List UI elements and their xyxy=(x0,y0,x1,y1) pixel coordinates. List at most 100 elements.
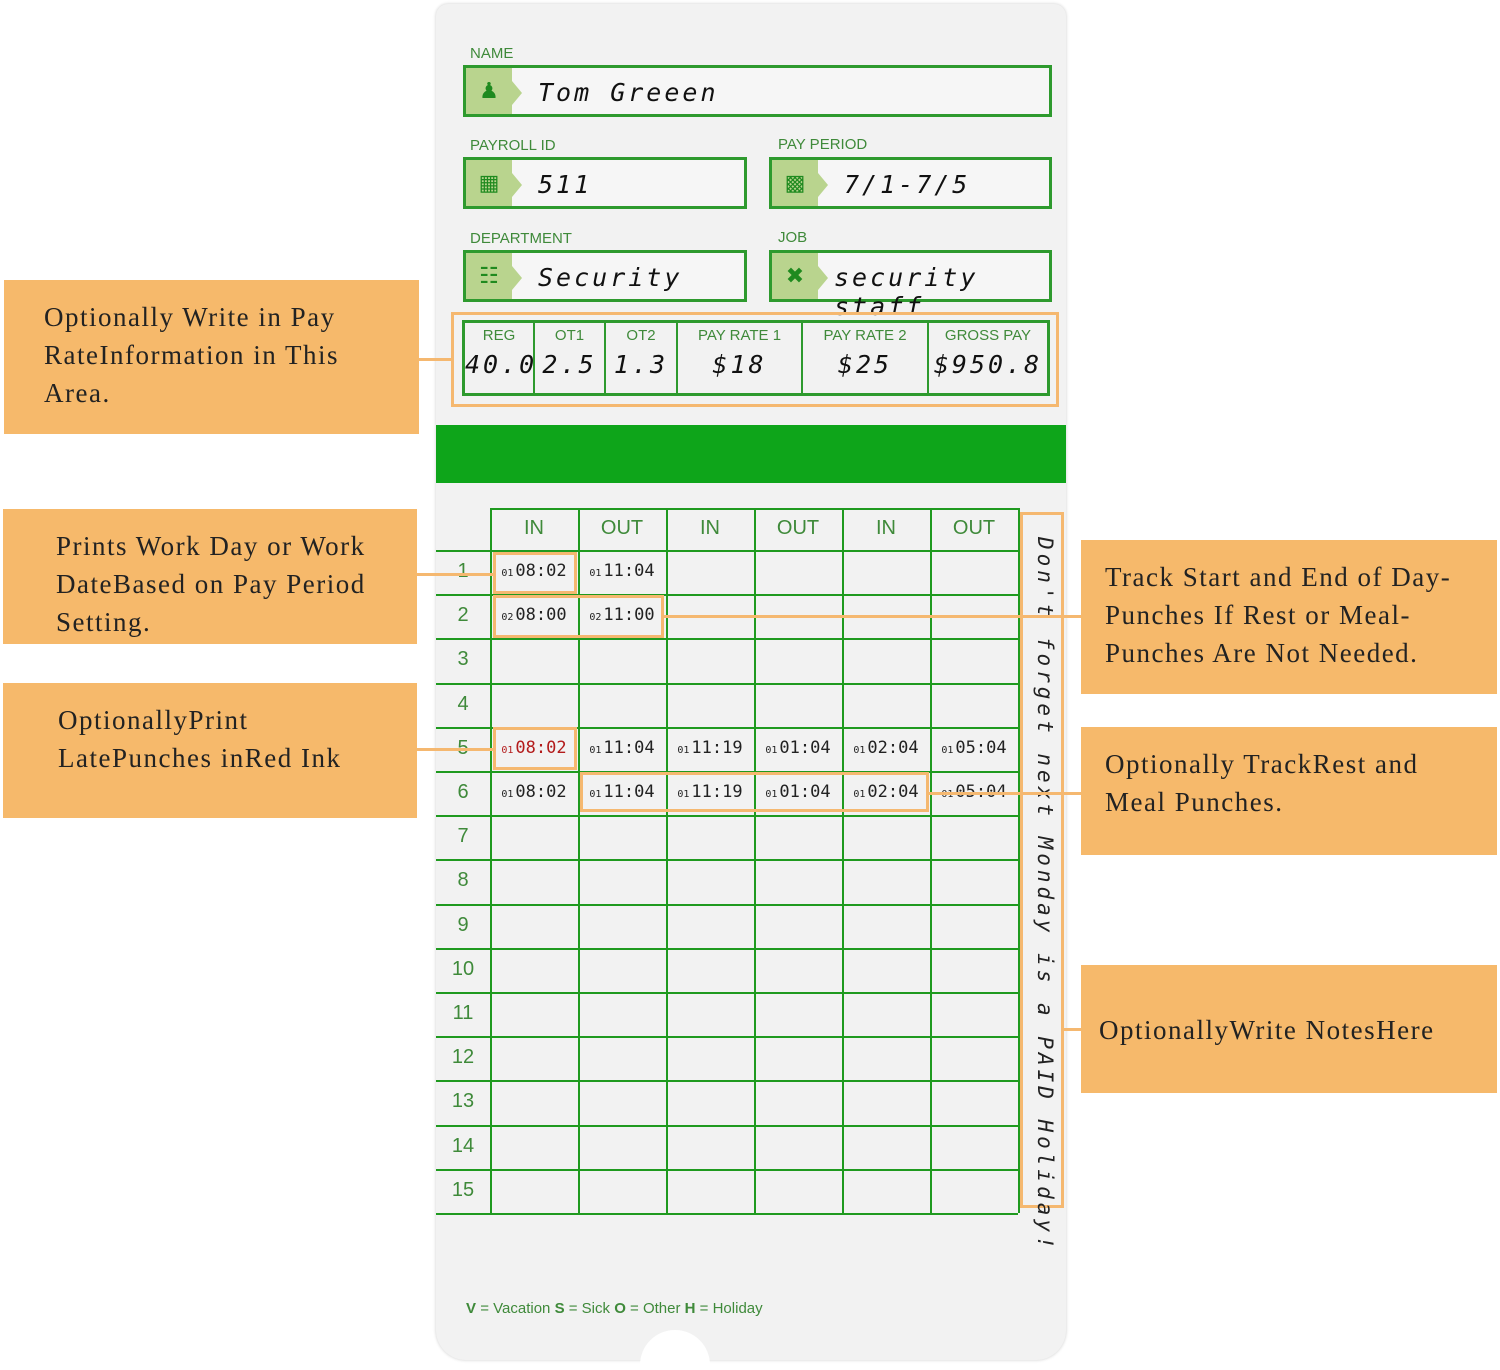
row-number: 14 xyxy=(451,1134,475,1157)
row-number: 5 xyxy=(436,737,490,760)
connector xyxy=(417,748,494,751)
pay-table: REG 40.0 OT1 2.5 OT2 1.3 PAY RATE 1 $18 PAY … xyxy=(462,320,1050,396)
person-icon: ♟ xyxy=(466,68,522,114)
notes-area[interactable]: Don't forget next Monday is a PAID Holid… xyxy=(1020,512,1064,1253)
row-number: 4 xyxy=(457,692,469,715)
connector xyxy=(1064,1028,1082,1031)
pay-cell-rate1[interactable]: PAY RATE 1 $18 xyxy=(678,323,803,393)
column-header: IN xyxy=(876,517,896,539)
grid-hline xyxy=(490,508,1018,510)
department-field[interactable]: ☷ Security xyxy=(463,250,747,302)
punch-stamp: 01 01:04 xyxy=(765,782,831,802)
row-number: 9 xyxy=(457,913,469,936)
punch-stamp: 01 11:19 xyxy=(677,737,743,758)
department-value: Security xyxy=(538,263,683,292)
callout-start-end: Track Start and End of Day-Punches If Re… xyxy=(1081,540,1497,694)
green-stripe xyxy=(436,425,1066,483)
highlight-rest-meal xyxy=(580,772,929,812)
row-number: 13 xyxy=(451,1090,475,1113)
punch-stamp: 01 02:04 xyxy=(853,782,919,802)
job-label: JOB xyxy=(778,229,808,246)
grid-hline xyxy=(436,859,1018,862)
grid-hline xyxy=(436,992,1018,994)
column-header: IN xyxy=(700,517,720,539)
row-number: 12 xyxy=(451,1046,475,1069)
punch-stamp: 01 01:04 xyxy=(765,737,831,758)
punch-stamp: 01 02:04 xyxy=(853,737,919,758)
grid-hline xyxy=(436,726,1018,729)
grid-hline xyxy=(436,815,1018,818)
row-number: 11 xyxy=(452,1002,474,1024)
grid-hline xyxy=(436,550,1018,552)
grid-hline xyxy=(436,1213,1018,1215)
callout-late-punches: OptionallyPrint LatePunches inRed Ink xyxy=(3,683,417,818)
row-number: 10 xyxy=(451,957,475,980)
highlight-row2 xyxy=(493,595,664,638)
pay-period-value: 7/1-7/5 xyxy=(844,170,971,199)
punch-stamp: 01 11:04 xyxy=(589,561,655,581)
id-badge-icon: ▦ xyxy=(466,160,522,206)
pay-period-label: PAY PERIOD xyxy=(778,136,868,153)
code-legend: V = Vacation S = Sick O = Other H = Holi… xyxy=(466,1300,763,1317)
pay-cell-ot1[interactable]: OT1 2.5 xyxy=(535,323,606,393)
job-value: security staff xyxy=(834,263,979,321)
column-header: OUT xyxy=(776,517,820,539)
calendar-icon: ▩ xyxy=(772,160,828,206)
name-label: NAME xyxy=(470,45,514,62)
grid-hline xyxy=(436,1124,1018,1127)
time-card xyxy=(436,4,1066,1360)
pay-area-highlight xyxy=(451,312,1059,407)
callout-rest-meal: Optionally TrackRest and Meal Punches. xyxy=(1081,727,1497,855)
row-number: 2 xyxy=(457,604,469,627)
row-number: 6 xyxy=(457,781,469,803)
notes-text: Don't forget next Monday is a PAID Holid… xyxy=(1033,537,1057,1253)
highlight-row1 xyxy=(493,552,577,594)
grid-hline xyxy=(436,1168,1018,1171)
grid-hline xyxy=(436,1080,1018,1083)
grid-hline xyxy=(436,682,1018,685)
highlight-late xyxy=(493,727,577,770)
punch-stamp: 02 11:00 xyxy=(589,605,655,626)
name-field[interactable]: ♟ Tom Greeen xyxy=(463,65,1052,117)
row-number: 1 xyxy=(457,560,469,582)
punch-stamp: 01 08:02 xyxy=(501,782,567,802)
grid-hline xyxy=(436,594,1018,597)
punch-stamp: 01 11:19 xyxy=(677,782,743,802)
grid-hline xyxy=(436,1036,1018,1039)
org-chart-icon: ☷ xyxy=(466,253,522,299)
pay-cell-reg[interactable]: REG 40.0 xyxy=(465,323,535,393)
punch-stamp: 01 08:02 xyxy=(501,561,567,581)
punch-stamp: 01 11:04 xyxy=(589,737,655,758)
punch-stamp: 01 08:02 xyxy=(501,737,567,758)
row-number: 3 xyxy=(457,648,469,671)
row-number: 7 xyxy=(457,825,469,848)
punch-stamp: 01 11:04 xyxy=(589,782,655,802)
connector xyxy=(418,358,452,361)
pay-period-field[interactable]: ▩ 7/1-7/5 xyxy=(769,157,1052,209)
column-header: IN xyxy=(524,517,544,539)
column-header: OUT xyxy=(600,517,644,539)
column-header: OUT xyxy=(952,517,996,539)
grid-hline xyxy=(436,903,1018,906)
grid-vline xyxy=(1018,508,1020,1213)
department-label: DEPARTMENT xyxy=(470,230,572,247)
connector xyxy=(664,615,1082,618)
punch-stamp: 02 08:00 xyxy=(501,605,567,626)
row-number: 15 xyxy=(451,1178,475,1201)
job-field[interactable]: ✖ security staff xyxy=(769,250,1052,321)
grid-hline xyxy=(436,947,1018,950)
row-number: 8 xyxy=(457,869,469,892)
connector xyxy=(417,573,494,576)
callout-pay-rate: Optionally Write in Pay RateInformation … xyxy=(4,280,419,434)
pay-cell-rate2[interactable]: PAY RATE 2 $25 xyxy=(803,323,929,393)
callout-work-day: Prints Work Day or Work DateBased on Pay… xyxy=(3,509,417,644)
connector xyxy=(929,792,1081,795)
pay-cell-ot2[interactable]: OT2 1.3 xyxy=(606,323,678,393)
name-value: Tom Greeen xyxy=(538,78,719,107)
payroll-id-field[interactable]: ▦ 511 xyxy=(463,157,747,209)
tools-icon: ✖ xyxy=(772,253,828,299)
grid-hline xyxy=(436,638,1018,641)
pay-cell-gross[interactable]: GROSS PAY $950.8 xyxy=(933,327,1043,379)
payroll-id-label: PAYROLL ID xyxy=(470,137,556,154)
